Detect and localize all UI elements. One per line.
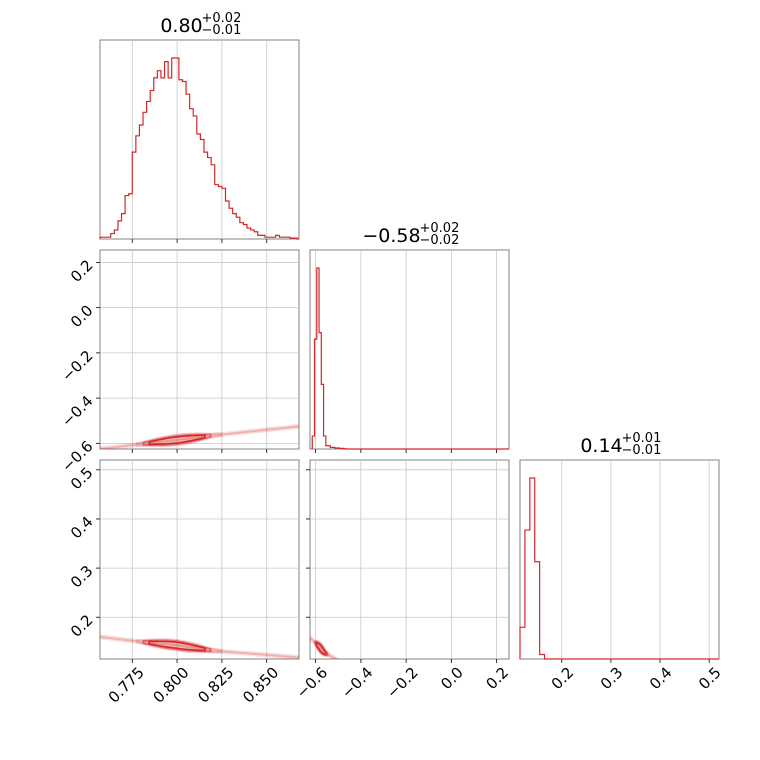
density-trail-core <box>100 635 299 659</box>
contour-body <box>100 634 299 659</box>
y-tick-label: 0.2 <box>67 611 97 641</box>
param-value: −0.58 <box>362 225 420 247</box>
contour-1-2 <box>310 635 339 659</box>
histogram-0 <box>99 57 299 240</box>
contour-0-2 <box>100 634 299 659</box>
contour-body <box>100 423 299 449</box>
y-tick-label: −0.2 <box>58 347 96 385</box>
param-minus-error: −0.01 <box>202 23 242 38</box>
x-tick-label: 0.5 <box>695 663 725 693</box>
contour-level <box>142 639 212 653</box>
y-tick-label: 0.4 <box>67 513 97 543</box>
y-tick-label: 0.3 <box>67 562 97 592</box>
histogram-2 <box>519 477 719 660</box>
contour-level <box>136 638 223 654</box>
x-tick-label: 0.4 <box>646 663 676 693</box>
density-trail <box>100 634 299 659</box>
param-title-2: 0.14+0.01−0.01 <box>580 431 661 458</box>
y-tick-label: −0.4 <box>58 392 96 430</box>
panel-r2-c2 <box>519 459 720 663</box>
contour-level <box>315 641 327 656</box>
density-trail-core <box>310 637 337 659</box>
density-trail-core <box>100 425 299 449</box>
histogram-step-line <box>99 57 299 240</box>
x-tick-label: 0.825 <box>194 663 237 706</box>
density-trail <box>310 635 339 659</box>
param-plus-error: +0.02 <box>420 221 460 236</box>
x-tick-label: 0.800 <box>150 663 193 706</box>
x-tick-label: 0.2 <box>483 663 513 693</box>
param-title-1: −0.58+0.02−0.02 <box>362 221 459 248</box>
panel-frame <box>99 459 300 660</box>
panel-r1-c0 <box>96 249 300 453</box>
contour-0-1 <box>100 423 299 449</box>
y-tick-label: 0.2 <box>67 256 97 286</box>
param-minus-error: −0.02 <box>420 233 460 248</box>
panel-r2-c0 <box>96 459 300 663</box>
chart-root: 0.775 0.800 0.825 0.850 −0.6 −0.4 −0.2 0.0 0.2 0.… <box>58 11 725 707</box>
x-tick-label: 0.0 <box>437 663 467 693</box>
contour-level <box>142 433 212 447</box>
x-tick-label: −0.6 <box>293 663 331 701</box>
x-tick-label: 0.3 <box>597 663 627 693</box>
histogram-step-line <box>311 267 509 450</box>
contour-level <box>148 640 206 652</box>
param-plus-error: +0.02 <box>202 11 242 26</box>
panel-r2-c1 <box>306 459 510 663</box>
panel-r0-c0 <box>99 39 300 243</box>
x-tick-label: −0.4 <box>338 663 376 701</box>
panel-frame <box>309 249 510 450</box>
y-tick-label: 0.0 <box>67 301 97 331</box>
param-title-0: 0.80+0.02−0.01 <box>160 11 241 38</box>
panel-r1-c1 <box>309 249 510 453</box>
param-minus-error: −0.01 <box>622 443 662 458</box>
x-tick-label: 0.850 <box>239 663 282 706</box>
density-trail <box>100 423 299 449</box>
contour-level <box>148 434 206 446</box>
x-tick-label: −0.2 <box>383 663 421 701</box>
contour-body <box>310 635 339 659</box>
panel-frame <box>99 39 300 240</box>
contour-level <box>136 432 223 448</box>
param-value: 0.80 <box>160 15 202 37</box>
param-plus-error: +0.01 <box>622 431 662 446</box>
panel-frame <box>99 249 300 450</box>
histogram-step-line <box>519 477 719 660</box>
x-tick-label: 0.2 <box>548 663 578 693</box>
panel-frame <box>309 459 510 660</box>
panel-frame <box>519 459 720 660</box>
x-tick-label: 0.775 <box>105 663 148 706</box>
histogram-1 <box>311 267 509 450</box>
param-value: 0.14 <box>580 435 622 457</box>
